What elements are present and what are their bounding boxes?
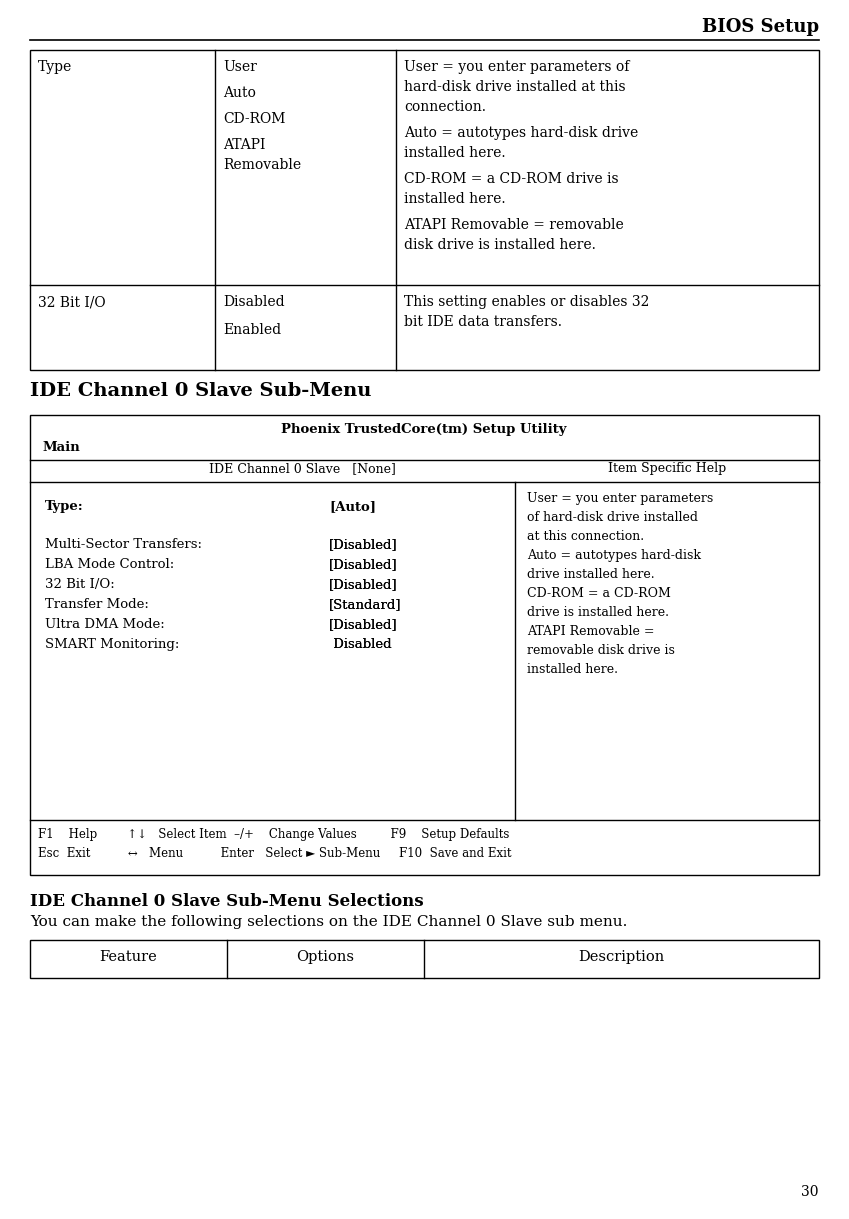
Text: Enabled: Enabled — [223, 323, 281, 336]
Text: Transfer Mode:: Transfer Mode: — [45, 599, 149, 611]
Bar — [30, 414, 819, 875]
Text: IDE Channel 0 Slave Sub-Menu: IDE Channel 0 Slave Sub-Menu — [30, 382, 371, 400]
Text: Main: Main — [42, 441, 80, 453]
Text: [Disabled]: [Disabled] — [329, 618, 397, 631]
Text: [Disabled]: [Disabled] — [329, 578, 397, 591]
Text: Esc  Exit          ↔   Menu          Enter   Select ► Sub-Menu     F10  Save and: Esc Exit ↔ Menu Enter Select ► Sub-Menu … — [38, 847, 511, 859]
Text: connection.: connection. — [404, 100, 486, 115]
Text: Type:: Type: — [45, 500, 84, 513]
Text: CD-ROM = a CD-ROM drive is: CD-ROM = a CD-ROM drive is — [404, 172, 619, 187]
Text: installed here.: installed here. — [527, 663, 618, 677]
Text: Description: Description — [578, 950, 664, 964]
Text: Phoenix TrustedCore(tm) Setup Utility: Phoenix TrustedCore(tm) Setup Utility — [281, 423, 567, 436]
Text: hard-disk drive installed at this: hard-disk drive installed at this — [404, 80, 626, 94]
Text: Feature: Feature — [99, 950, 157, 964]
Text: Type: Type — [38, 60, 72, 74]
Text: F1    Help        ↑↓   Select Item  –/+    Change Values         F9    Setup Def: F1 Help ↑↓ Select Item –/+ Change Values… — [38, 828, 509, 841]
Text: Auto = autotypes hard-disk: Auto = autotypes hard-disk — [527, 549, 701, 562]
Text: drive is installed here.: drive is installed here. — [527, 606, 669, 619]
Text: IDE Channel 0 Slave   [None]: IDE Channel 0 Slave [None] — [209, 462, 396, 475]
Text: 32 Bit I/O:: 32 Bit I/O: — [45, 578, 115, 591]
Text: ATAPI Removable =: ATAPI Removable = — [527, 625, 655, 638]
Text: [Disabled]: [Disabled] — [329, 538, 397, 551]
Text: Auto: Auto — [223, 87, 256, 100]
Text: [Disabled]: [Disabled] — [329, 558, 397, 570]
Text: Multi-Sector Transfers:: Multi-Sector Transfers: — [45, 538, 202, 551]
Text: installed here.: installed here. — [404, 146, 506, 160]
Text: LBA Mode Control:: LBA Mode Control: — [45, 558, 174, 570]
Text: IDE Channel 0 Slave Sub-Menu Selections: IDE Channel 0 Slave Sub-Menu Selections — [30, 894, 424, 911]
Text: [Disabled]: [Disabled] — [329, 538, 397, 551]
Text: [Disabled]: [Disabled] — [329, 618, 397, 631]
Text: This setting enables or disables 32: This setting enables or disables 32 — [404, 295, 649, 308]
Text: User: User — [223, 60, 257, 74]
Bar — [30, 940, 819, 978]
Text: You can make the following selections on the IDE Channel 0 Slave sub menu.: You can make the following selections on… — [30, 915, 627, 929]
Text: of hard-disk drive installed: of hard-disk drive installed — [527, 511, 698, 524]
Text: 32 Bit I/O: 32 Bit I/O — [38, 295, 105, 308]
Text: Disabled: Disabled — [329, 638, 391, 651]
Text: [Disabled]: [Disabled] — [329, 578, 397, 591]
Text: [Disabled]: [Disabled] — [329, 558, 397, 570]
Text: installed here.: installed here. — [404, 193, 506, 206]
Text: [Standard]: [Standard] — [329, 599, 402, 611]
Text: CD-ROM = a CD-ROM: CD-ROM = a CD-ROM — [527, 588, 671, 600]
Text: ATAPI Removable = removable: ATAPI Removable = removable — [404, 218, 624, 232]
Bar — [30, 50, 819, 371]
Text: Options: Options — [296, 950, 354, 964]
Text: Removable: Removable — [223, 158, 301, 172]
Text: Disabled: Disabled — [329, 638, 391, 651]
Text: [Standard]: [Standard] — [329, 599, 402, 611]
Text: bit IDE data transfers.: bit IDE data transfers. — [404, 315, 562, 329]
Text: Disabled: Disabled — [223, 295, 284, 308]
Text: User = you enter parameters of: User = you enter parameters of — [404, 60, 629, 74]
Text: Item Specific Help: Item Specific Help — [608, 462, 726, 475]
Text: BIOS Setup: BIOS Setup — [702, 18, 819, 37]
Text: ATAPI: ATAPI — [223, 138, 266, 152]
Text: CD-ROM: CD-ROM — [223, 112, 285, 126]
Text: [Auto]: [Auto] — [329, 500, 376, 513]
Text: drive installed here.: drive installed here. — [527, 568, 655, 581]
Text: Auto = autotypes hard-disk drive: Auto = autotypes hard-disk drive — [404, 126, 638, 140]
Text: removable disk drive is: removable disk drive is — [527, 644, 675, 657]
Text: at this connection.: at this connection. — [527, 530, 644, 542]
Text: User = you enter parameters: User = you enter parameters — [527, 492, 713, 505]
Text: disk drive is installed here.: disk drive is installed here. — [404, 238, 596, 252]
Text: Ultra DMA Mode:: Ultra DMA Mode: — [45, 618, 165, 631]
Text: SMART Monitoring:: SMART Monitoring: — [45, 638, 179, 651]
Text: 30: 30 — [801, 1185, 819, 1199]
